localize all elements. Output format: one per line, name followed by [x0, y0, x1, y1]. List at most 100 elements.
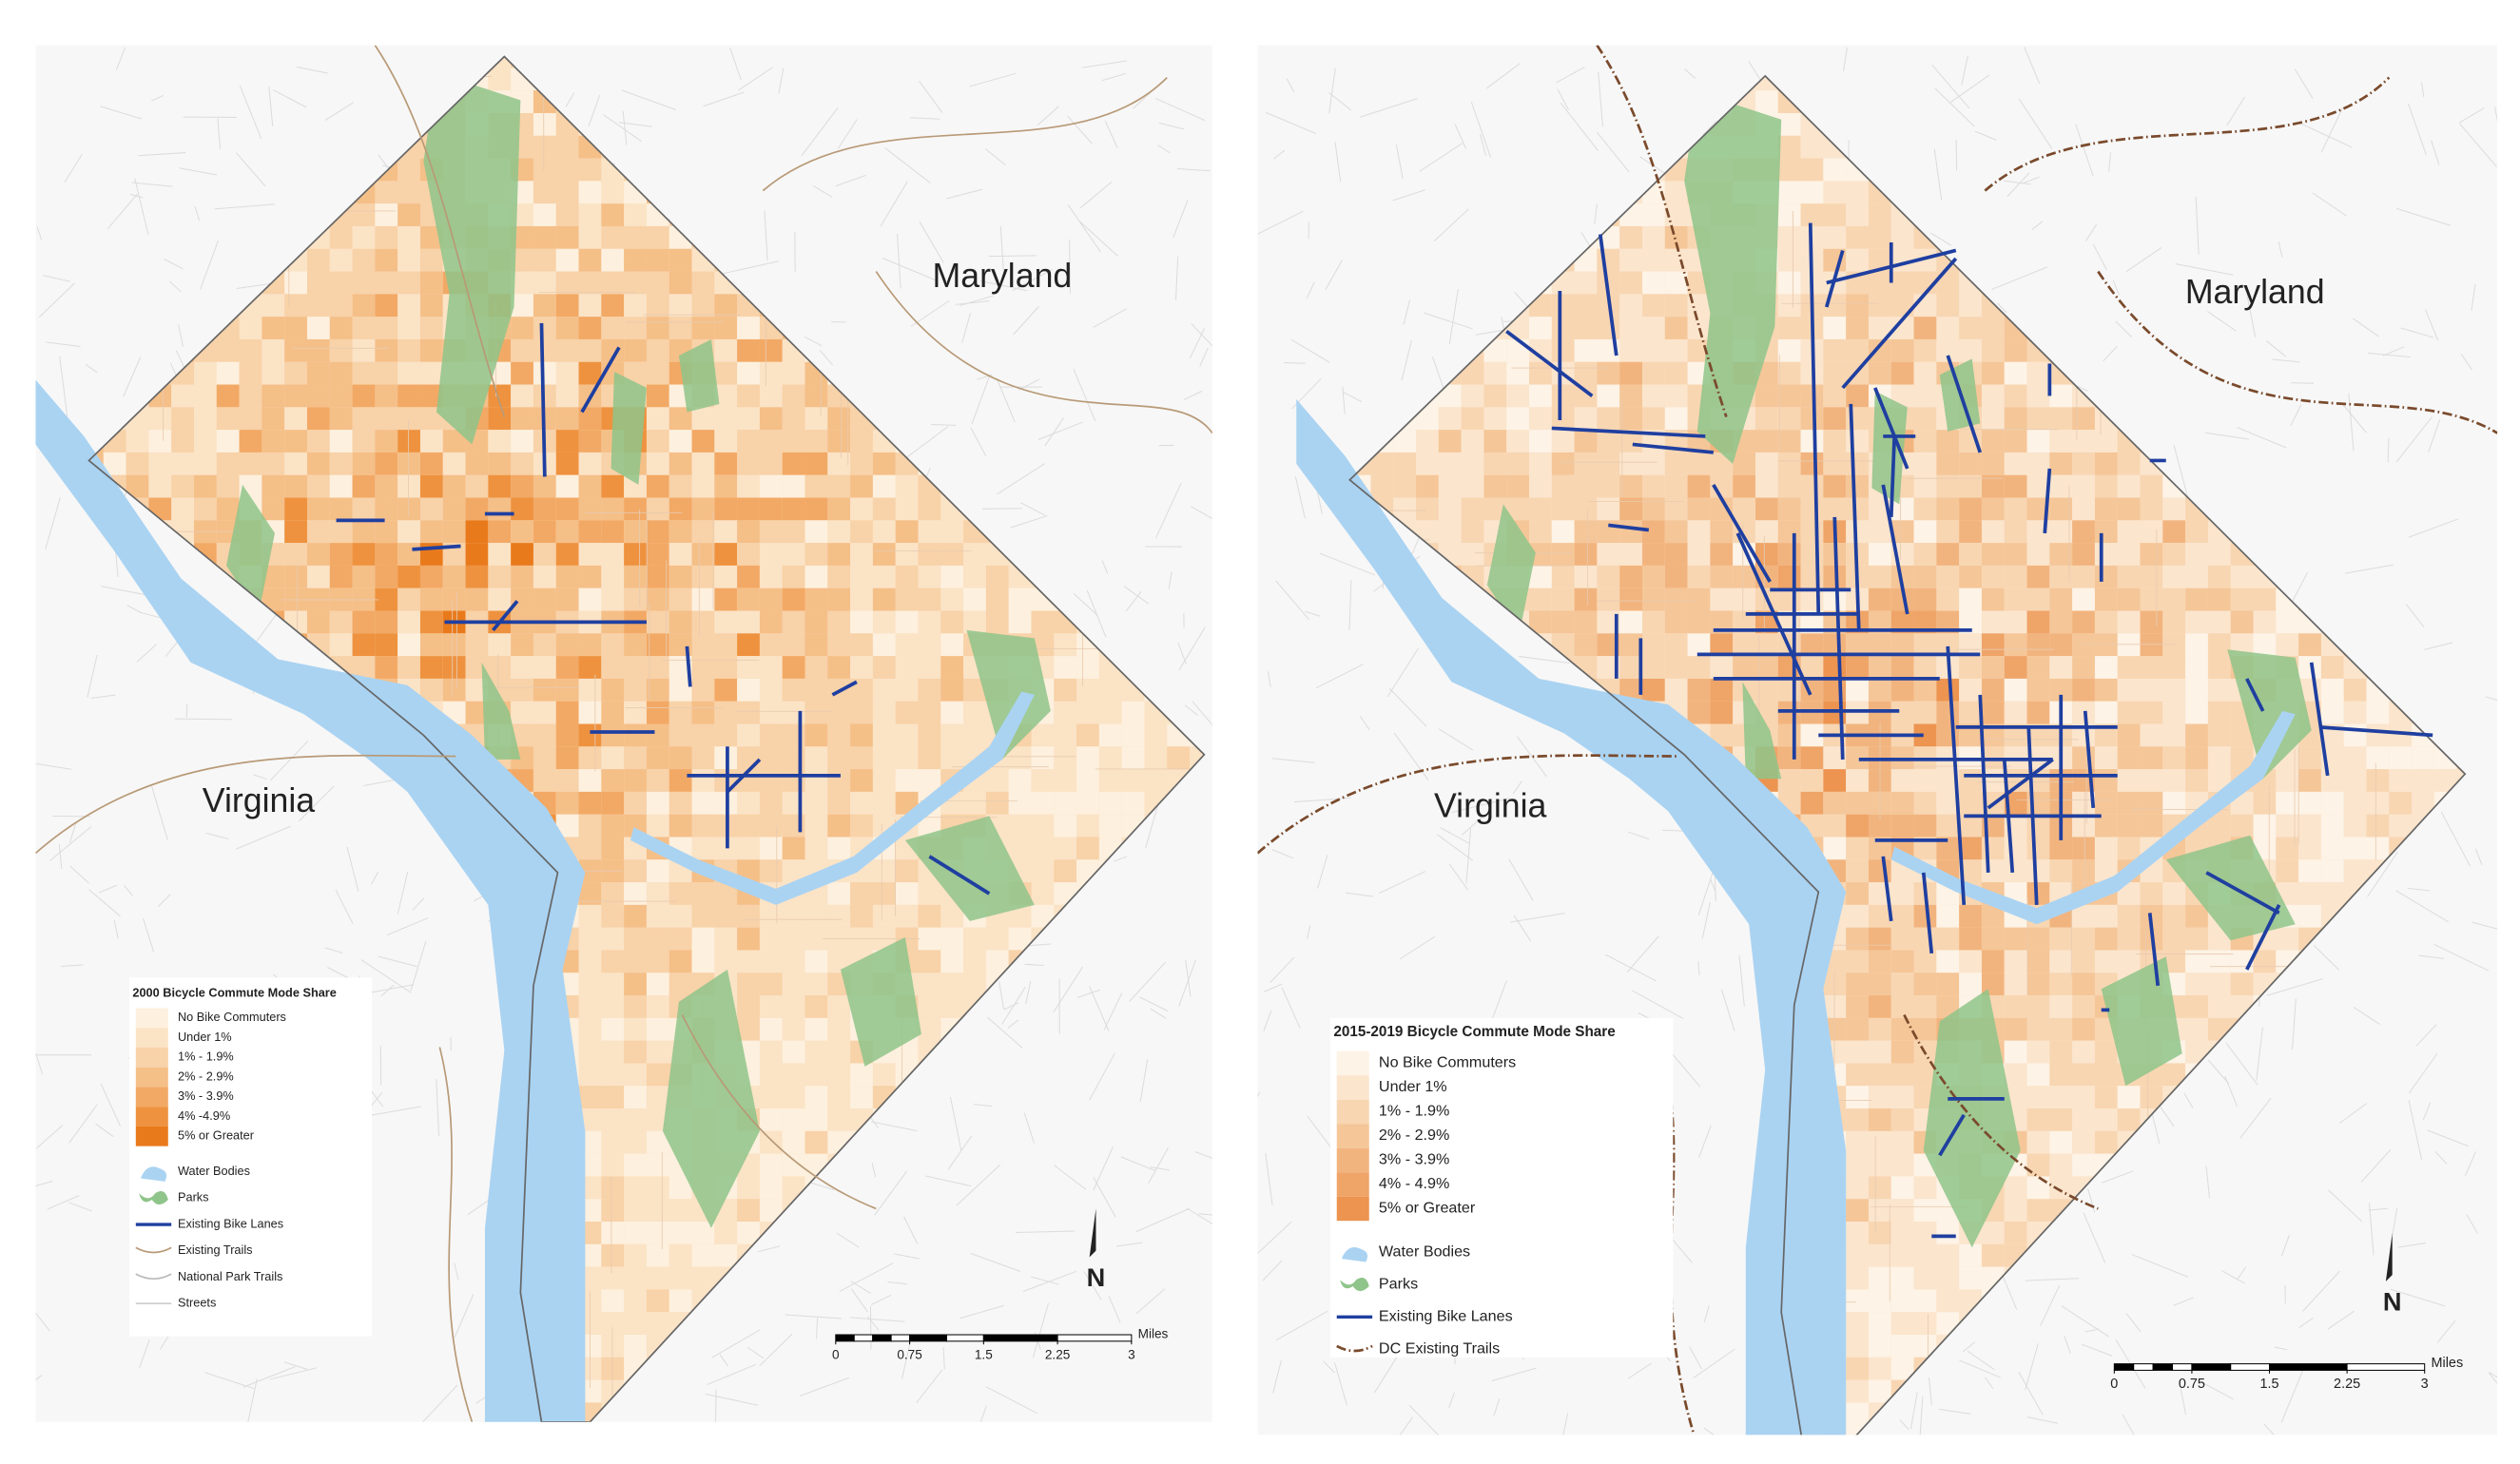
- tract: [442, 452, 466, 475]
- tract: [714, 656, 738, 679]
- tract: [442, 656, 466, 679]
- tract: [1144, 769, 1168, 792]
- tract: [1076, 678, 1099, 702]
- street: [42, 275, 70, 282]
- tract: [691, 882, 715, 905]
- tract: [601, 1266, 625, 1290]
- street: [129, 193, 144, 199]
- street: [714, 1389, 717, 1422]
- street: [49, 826, 92, 861]
- street: [746, 1346, 765, 1359]
- tract: [624, 203, 647, 226]
- tract: [691, 1243, 715, 1267]
- tract: [759, 497, 783, 521]
- tract: [940, 995, 964, 1018]
- tract: [419, 588, 443, 611]
- street: [1022, 1270, 1077, 1292]
- tract: [827, 474, 851, 498]
- tract: [804, 814, 828, 838]
- tract: [1031, 791, 1055, 815]
- street: [960, 1304, 1004, 1320]
- street: [1174, 256, 1179, 300]
- legend-label: Existing Bike Lanes: [178, 1216, 283, 1230]
- tract: [601, 1130, 625, 1154]
- street: [893, 1253, 921, 1260]
- tract: [759, 927, 783, 951]
- tract: [601, 701, 625, 724]
- street: [588, 94, 601, 127]
- tract: [601, 1222, 625, 1244]
- tract: [985, 588, 1009, 611]
- legend-label: Water Bodies: [178, 1164, 250, 1178]
- tract: [850, 474, 873, 498]
- scale-segment: [909, 1334, 947, 1342]
- street: [269, 740, 309, 781]
- tract: [624, 1335, 647, 1358]
- street: [1150, 1166, 1170, 1171]
- tract: [578, 225, 602, 249]
- tract: [624, 1108, 647, 1131]
- tract: [963, 678, 986, 702]
- tract: [578, 452, 602, 475]
- tract: [918, 882, 941, 905]
- street: [1178, 959, 1196, 1007]
- tract: [239, 452, 262, 475]
- street: [179, 167, 217, 176]
- tract: [601, 814, 625, 838]
- tract: [737, 746, 760, 770]
- street: [996, 463, 1045, 495]
- tract: [646, 995, 669, 1018]
- tract: [555, 678, 579, 702]
- tract: [601, 248, 625, 272]
- street: [113, 919, 119, 939]
- tract: [1031, 769, 1055, 792]
- tract: [737, 837, 760, 860]
- tract: [375, 565, 398, 588]
- tract: [985, 769, 1009, 792]
- tract: [442, 520, 466, 544]
- tract: [850, 791, 873, 815]
- tract: [850, 497, 873, 521]
- tract: [601, 995, 625, 1018]
- tract: [375, 248, 398, 272]
- legend-label: Parks: [178, 1190, 209, 1204]
- street: [1283, 361, 1306, 364]
- tract: [306, 543, 330, 566]
- tract: [578, 995, 602, 1018]
- tract: [601, 678, 625, 702]
- tract: [1144, 746, 1168, 770]
- tract: [1076, 814, 1099, 838]
- legend-label: No Bike Commuters: [178, 1010, 286, 1024]
- tract: [1054, 678, 1077, 702]
- street: [386, 917, 429, 935]
- tract: [578, 1063, 602, 1087]
- tract: [1121, 746, 1145, 770]
- tract: [918, 814, 941, 838]
- tract: [488, 565, 512, 588]
- tract: [1416, 452, 1439, 475]
- tract: [691, 430, 715, 453]
- tract: [375, 407, 398, 431]
- tract: [714, 474, 738, 498]
- tract: [555, 474, 579, 498]
- tract: [397, 317, 420, 339]
- tract: [940, 904, 964, 928]
- tract: [397, 656, 420, 679]
- street: [1103, 992, 1123, 1031]
- street: [1053, 966, 1084, 1012]
- tract: [126, 452, 149, 475]
- street: [903, 1216, 919, 1244]
- tract: [329, 474, 353, 498]
- tract: [714, 294, 738, 318]
- tract: [737, 497, 760, 521]
- street: [880, 181, 908, 227]
- street: [729, 48, 742, 80]
- legend-swatch: [135, 1067, 168, 1088]
- tract: [850, 1086, 873, 1109]
- tract: [397, 158, 420, 182]
- tract: [397, 588, 420, 611]
- tract: [714, 633, 738, 657]
- street: [1001, 987, 1026, 1025]
- street: [380, 984, 395, 997]
- tract: [646, 361, 669, 385]
